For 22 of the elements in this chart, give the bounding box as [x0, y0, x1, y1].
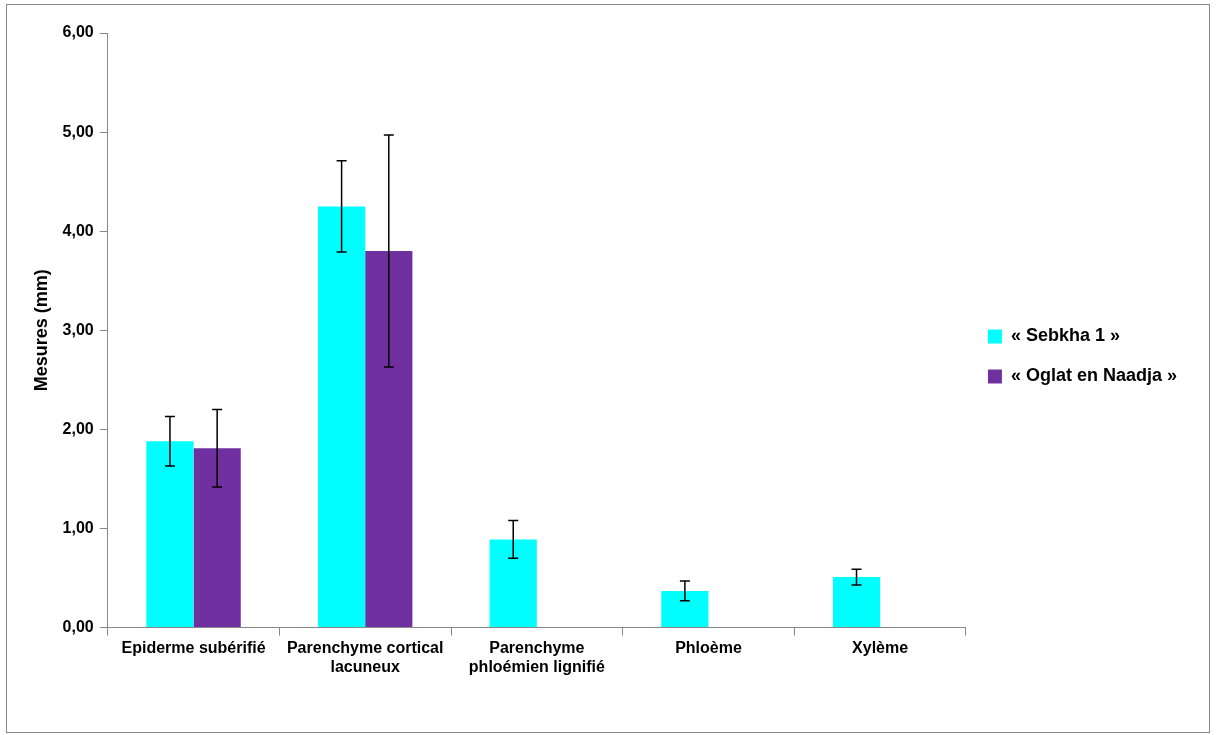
legend-label: « Sebkha 1 » [1010, 325, 1121, 346]
x-tick-label: Parenchyme cortical lacuneux [286, 638, 444, 675]
bar [661, 590, 709, 628]
x-tick-label: Xylème [852, 638, 909, 656]
x-tick-label: Epiderme subérifié [121, 638, 266, 656]
x-tick-label: Parenchyme phloémien lignifié [468, 638, 605, 675]
y-tick-label: 2,00 [62, 419, 94, 437]
bar [489, 539, 537, 628]
y-tick-label: 1,00 [62, 518, 94, 536]
y-tick-label: 5,00 [62, 122, 94, 140]
y-tick-label: 6,00 [62, 23, 94, 41]
bar [318, 206, 366, 628]
y-tick-label: 0,00 [62, 618, 94, 636]
bar [146, 441, 194, 628]
bar [832, 577, 881, 628]
y-tick-label: 4,00 [62, 221, 94, 239]
bar [193, 448, 241, 628]
y-axis-title: Mesures (mm) [30, 269, 51, 392]
x-tick-label: Phloème [675, 638, 742, 656]
legend-label: « Oglat en Naadja » [1010, 365, 1177, 386]
y-tick-label: 3,00 [62, 320, 94, 338]
bar [365, 251, 413, 628]
